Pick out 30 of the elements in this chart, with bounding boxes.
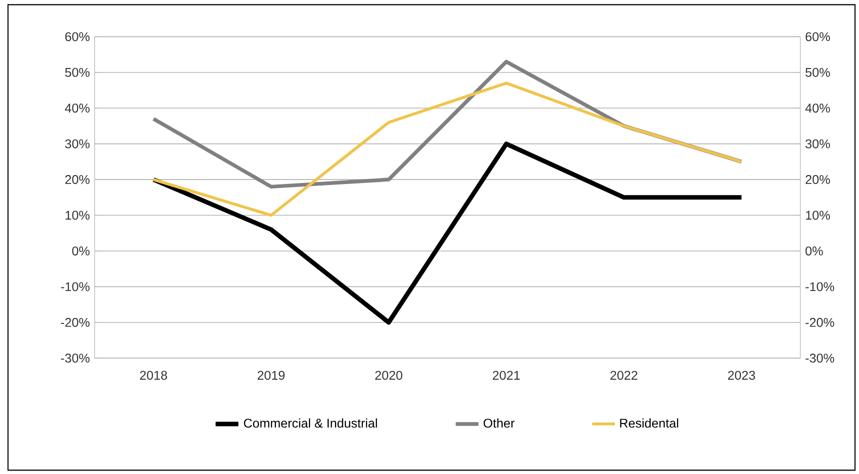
line-series: [152, 82, 743, 217]
y2-tick-label: -10%: [60, 282, 90, 292]
y-tick-label: 40%: [805, 104, 830, 113]
y-tick-label: 30%: [806, 139, 830, 148]
y2-tick-label: 30%: [65, 139, 90, 148]
y-tick-label: -20%: [806, 318, 834, 327]
y-tick-label: 60%: [806, 32, 830, 42]
y-tick-label: 0%: [806, 246, 823, 256]
y-tick-label: 50%: [806, 68, 830, 77]
x-tick-label: 2020: [375, 370, 402, 380]
y2-tick-label: 40%: [64, 104, 90, 113]
y2-tick-label: 10%: [66, 210, 90, 220]
y-tick-label: 20%: [806, 174, 830, 184]
x-tick-label: 2019: [258, 370, 285, 380]
x-tick-label: 2022: [610, 370, 638, 380]
y2-tick-label: 50%: [65, 68, 90, 77]
y-tick-label: -10%: [806, 282, 834, 292]
y-tick-label: 10%: [806, 210, 830, 220]
y2-tick-label: 60%: [65, 32, 90, 42]
y2-tick-label: -30%: [60, 354, 90, 363]
legend-label: Commercial & Industrial: [244, 418, 377, 428]
y2-tick-label: 20%: [65, 174, 90, 184]
legend-label: Other: [484, 418, 515, 428]
x-tick-label: 2023: [728, 370, 756, 380]
legend-label: Residental: [620, 418, 678, 428]
y2-tick-label: 0%: [72, 246, 90, 256]
y2-tick-label: -20%: [60, 318, 90, 327]
x-tick-label: 2021: [492, 370, 520, 380]
y-tick-label: -30%: [806, 354, 834, 363]
x-tick-label: 2018: [140, 370, 168, 380]
